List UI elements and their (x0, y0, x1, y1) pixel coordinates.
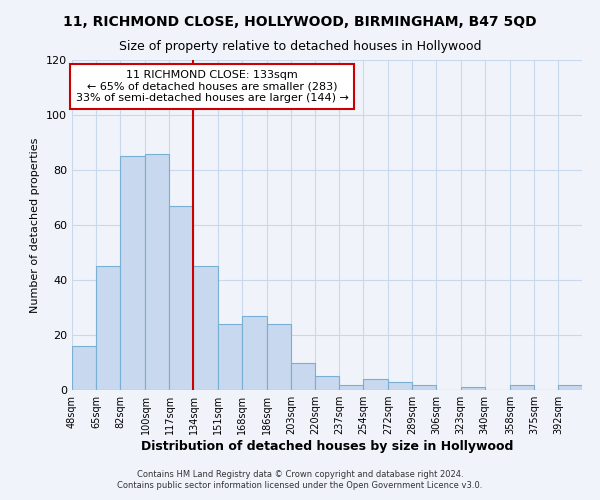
Bar (339, 384, 363, 390)
Bar (510, 384, 534, 390)
Text: 11, RICHMOND CLOSE, HOLLYWOOD, BIRMINGHAM, B47 5QD: 11, RICHMOND CLOSE, HOLLYWOOD, BIRMINGHA… (63, 15, 537, 29)
Bar (412, 384, 436, 390)
Bar (120, 156, 145, 390)
Bar (169, 206, 193, 390)
Bar (193, 266, 218, 390)
Bar (558, 384, 582, 390)
Bar (363, 379, 388, 390)
Y-axis label: Number of detached properties: Number of detached properties (31, 138, 40, 312)
Bar (315, 376, 339, 390)
Bar (96, 266, 120, 390)
Bar (145, 154, 169, 390)
Bar (218, 324, 242, 390)
X-axis label: Distribution of detached houses by size in Hollywood: Distribution of detached houses by size … (141, 440, 513, 453)
Bar (267, 324, 291, 390)
Bar (388, 382, 412, 390)
Bar (242, 316, 267, 390)
Bar (291, 362, 315, 390)
Bar (461, 387, 485, 390)
Bar (72, 346, 96, 390)
Text: Contains HM Land Registry data © Crown copyright and database right 2024.
Contai: Contains HM Land Registry data © Crown c… (118, 470, 482, 490)
Text: Size of property relative to detached houses in Hollywood: Size of property relative to detached ho… (119, 40, 481, 53)
Text: 11 RICHMOND CLOSE: 133sqm
← 65% of detached houses are smaller (283)
33% of semi: 11 RICHMOND CLOSE: 133sqm ← 65% of detac… (76, 70, 349, 103)
